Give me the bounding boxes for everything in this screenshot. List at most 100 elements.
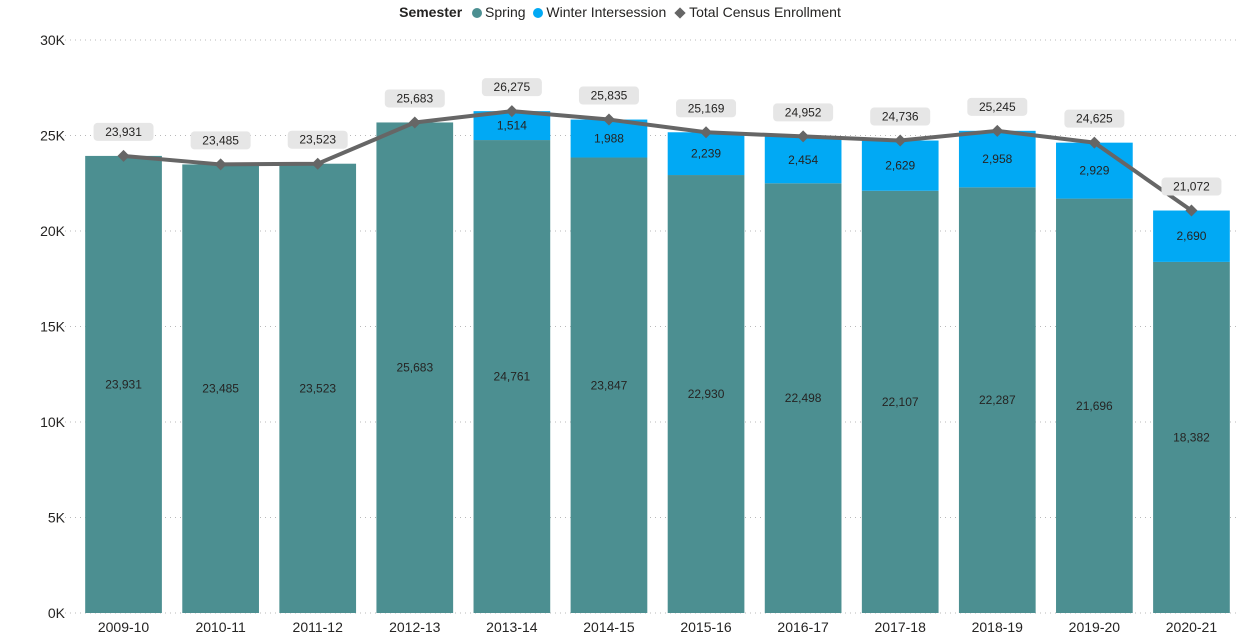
y-tick-label: 10K xyxy=(40,414,66,430)
total-label-box xyxy=(676,99,737,118)
spring-value-label: 21,696 xyxy=(1076,399,1113,413)
total-marker xyxy=(991,124,1004,137)
x-tick-label: 2017-18 xyxy=(875,619,927,635)
bar-spring xyxy=(473,140,551,614)
bar-winter xyxy=(1153,210,1230,262)
total-value-label: 24,625 xyxy=(1076,112,1113,126)
spring-value-label: 23,847 xyxy=(591,378,628,392)
bar-winter xyxy=(570,119,648,158)
bar-winter xyxy=(861,140,939,191)
total-label-box xyxy=(773,103,834,122)
total-value-label: 25,835 xyxy=(591,89,628,103)
x-tick-label: 2016-17 xyxy=(777,619,829,635)
spring-value-label: 23,931 xyxy=(105,377,142,391)
total-marker xyxy=(408,116,421,129)
total-label-box xyxy=(190,131,251,150)
spring-value-label: 22,287 xyxy=(979,393,1016,407)
winter-value-label: 1,514 xyxy=(497,119,527,133)
x-tick-label: 2009-10 xyxy=(98,619,150,635)
total-label-box xyxy=(870,107,931,126)
winter-value-label: 2,929 xyxy=(1079,164,1109,178)
total-label-box xyxy=(481,78,542,97)
spring-value-label: 22,107 xyxy=(882,395,919,409)
x-tick-label: 2013-14 xyxy=(486,619,538,635)
x-tick-label: 2010-11 xyxy=(195,619,246,635)
total-value-label: 21,072 xyxy=(1173,180,1210,194)
total-value-label: 24,952 xyxy=(785,105,822,119)
total-marker xyxy=(311,157,324,170)
x-tick-label: 2020-21 xyxy=(1166,619,1218,635)
bar-spring xyxy=(861,190,939,614)
x-tick-label: 2014-15 xyxy=(583,619,635,635)
x-tick-label: 2015-16 xyxy=(680,619,732,635)
spring-value-label: 23,485 xyxy=(202,382,239,396)
total-value-label: 23,523 xyxy=(299,133,336,147)
bar-winter xyxy=(667,132,745,176)
legend-title: Semester xyxy=(399,4,463,20)
total-marker xyxy=(602,113,615,126)
y-tick-label: 0K xyxy=(48,605,66,621)
bar-spring xyxy=(182,164,259,613)
x-tick-label: 2012-13 xyxy=(389,619,441,635)
spring-value-label: 24,761 xyxy=(494,370,531,384)
winter-value-label: 1,988 xyxy=(594,132,624,146)
total-label-box xyxy=(384,89,445,108)
total-value-label: 25,245 xyxy=(979,100,1016,114)
spring-value-label: 22,930 xyxy=(688,387,725,401)
total-line xyxy=(123,109,1193,213)
y-tick-label: 20K xyxy=(40,223,66,239)
bar-spring xyxy=(85,155,162,613)
bar-spring xyxy=(279,163,357,613)
chart-legend: Semester Spring Winter Intersession Tota… xyxy=(0,4,1244,20)
legend-spring-label: Spring xyxy=(485,4,526,20)
bar-winter xyxy=(1056,142,1133,199)
spring-value-label: 23,523 xyxy=(299,381,336,395)
spring-value-label: 25,683 xyxy=(396,361,433,375)
total-marker xyxy=(1088,136,1101,149)
winter-value-label: 2,690 xyxy=(1176,229,1206,243)
total-marker xyxy=(214,158,227,171)
total-label-box xyxy=(93,122,154,141)
spring-value-label: 18,382 xyxy=(1173,430,1210,444)
bar-winter xyxy=(764,136,842,184)
y-tick-label: 25K xyxy=(40,128,66,144)
legend-item-spring[interactable]: Spring xyxy=(472,4,529,20)
total-marker xyxy=(700,126,713,139)
y-tick-label: 5K xyxy=(48,510,66,526)
y-tick-label: 15K xyxy=(40,319,66,335)
legend-item-winter[interactable]: Winter Intersession xyxy=(533,4,670,20)
x-tick-label: 2019-20 xyxy=(1069,619,1121,635)
total-marker xyxy=(797,130,810,143)
total-marker xyxy=(117,149,130,162)
total-value-label: 25,683 xyxy=(396,91,433,105)
y-tick-label: 30K xyxy=(40,32,66,48)
winter-value-label: 2,239 xyxy=(691,147,721,161)
x-tick-label: 2011-12 xyxy=(293,619,344,635)
winter-value-label: 2,454 xyxy=(788,153,818,167)
legend-winter-marker xyxy=(533,8,544,18)
legend-item-total[interactable]: Total Census Enrollment xyxy=(674,4,841,20)
legend-winter-label: Winter Intersession xyxy=(546,4,667,20)
total-value-label: 25,169 xyxy=(688,101,725,115)
total-value-label: 26,275 xyxy=(494,80,531,94)
winter-value-label: 2,958 xyxy=(982,152,1012,166)
total-label-box xyxy=(287,130,348,149)
bar-winter xyxy=(958,130,1036,188)
total-label-box xyxy=(1161,177,1222,196)
legend-spring-marker xyxy=(472,8,483,18)
total-value-label: 24,736 xyxy=(882,110,919,124)
x-tick-label: 2018-19 xyxy=(972,619,1024,635)
spring-value-label: 22,498 xyxy=(785,391,822,405)
bar-spring xyxy=(1153,261,1230,613)
total-label-box xyxy=(967,97,1028,116)
bar-spring xyxy=(958,187,1036,613)
total-marker xyxy=(894,134,907,147)
winter-value-label: 2,629 xyxy=(885,159,915,173)
legend-total-label: Total Census Enrollment xyxy=(689,4,841,20)
total-value-label: 23,931 xyxy=(105,125,142,139)
total-value-label: 23,485 xyxy=(202,133,239,147)
bar-spring xyxy=(570,157,648,614)
total-label-box xyxy=(1064,109,1125,128)
bar-spring xyxy=(1056,198,1133,614)
